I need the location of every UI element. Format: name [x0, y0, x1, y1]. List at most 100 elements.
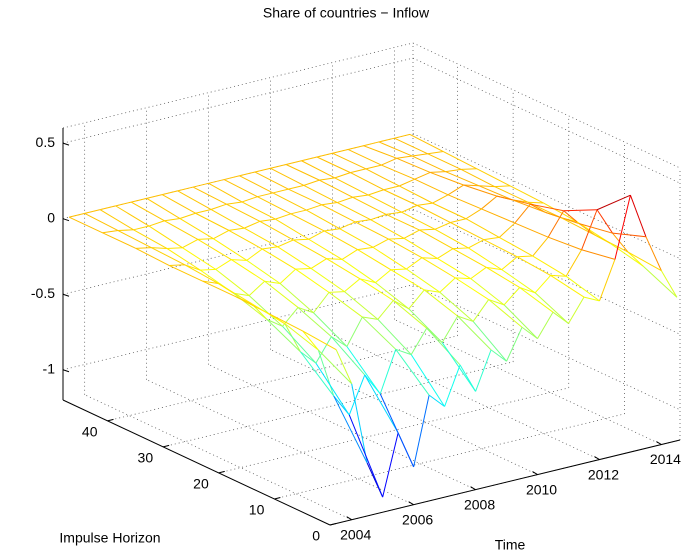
mesh-segment — [293, 238, 309, 241]
mesh-segment — [254, 167, 271, 173]
mesh-segment — [303, 179, 320, 186]
mesh-segment — [115, 205, 150, 227]
mesh-segment — [612, 232, 629, 253]
mesh-segment — [228, 229, 263, 250]
mesh-segment — [408, 289, 425, 310]
mesh-segment — [481, 208, 516, 224]
mesh-segment — [302, 330, 319, 351]
mesh-segment — [543, 202, 578, 223]
mesh-segment — [465, 208, 482, 220]
mesh-segment — [410, 327, 428, 355]
y-tick-label: 0 — [312, 528, 320, 544]
mesh-segment — [490, 349, 507, 362]
mesh-segment — [479, 185, 495, 188]
mesh-segment — [416, 204, 451, 223]
mesh-segment — [146, 197, 181, 219]
mesh-segment — [269, 313, 304, 332]
mesh-segment — [534, 275, 551, 294]
y-tick — [329, 523, 337, 526]
mesh-segment — [303, 184, 338, 203]
mesh-segment — [444, 364, 461, 407]
mesh-segment — [223, 175, 240, 181]
mesh-segment — [148, 225, 183, 249]
mesh-segment — [390, 268, 407, 271]
mesh-segment — [146, 194, 163, 199]
x-tick — [594, 456, 600, 460]
mesh-segment — [166, 248, 201, 271]
box-edge — [62, 42, 414, 129]
mesh-segment — [614, 195, 631, 260]
y-tick — [107, 418, 114, 422]
mesh-segment — [102, 232, 137, 249]
mesh-segment — [579, 223, 613, 234]
mesh-segment — [270, 164, 287, 169]
mesh-segment — [215, 268, 250, 296]
mesh-segment — [301, 160, 336, 179]
mesh-segment — [310, 258, 327, 269]
mesh-segment — [272, 192, 307, 211]
mesh-segment — [346, 346, 381, 395]
mesh-segment — [463, 184, 480, 187]
mesh-segment — [264, 280, 281, 285]
mesh-segment — [316, 156, 351, 174]
y-axis-label: Impulse Horizon — [59, 530, 160, 546]
mesh-segment — [424, 289, 440, 293]
mesh-segment — [441, 342, 476, 392]
z-tick-label: 0 — [47, 209, 55, 225]
mesh-segment — [306, 209, 340, 230]
mesh-segment — [412, 153, 428, 157]
mesh-segment — [372, 238, 389, 248]
mesh-segment — [332, 152, 367, 170]
grid-line — [62, 208, 414, 295]
mesh-segment — [337, 202, 371, 221]
mesh-segment — [300, 351, 317, 364]
mesh-segment — [503, 304, 538, 339]
mesh-segment — [561, 217, 595, 236]
mesh-segment — [514, 203, 531, 224]
mesh-segment — [182, 238, 199, 249]
mesh-segment — [372, 246, 407, 270]
mesh-segment — [200, 268, 216, 271]
mesh-segment — [414, 171, 431, 180]
mesh-segment — [248, 280, 265, 296]
mesh-segment — [447, 184, 464, 196]
mesh-segment — [184, 264, 219, 284]
mesh-segment — [443, 151, 477, 170]
mesh-segment — [306, 204, 322, 211]
mesh-segment — [313, 312, 348, 347]
mesh-segment — [499, 222, 516, 238]
mesh-segment — [421, 257, 438, 259]
mesh-segment — [324, 228, 340, 232]
grid-line — [62, 284, 414, 371]
mesh-segment — [532, 255, 567, 277]
mesh-segment — [499, 236, 533, 257]
mesh-segment — [486, 266, 502, 271]
mesh-segment — [488, 299, 505, 306]
mesh-segment — [223, 179, 258, 198]
mesh-segment — [328, 291, 345, 293]
mesh-segment — [210, 203, 227, 210]
mesh-segment — [169, 265, 203, 282]
mesh-segment — [381, 157, 398, 166]
mesh-segment — [412, 155, 446, 173]
mesh-segment — [486, 266, 520, 288]
mesh-segment — [521, 326, 538, 340]
mesh-segment — [288, 188, 322, 206]
x-tick — [532, 471, 538, 476]
mesh-segment — [334, 177, 369, 196]
mesh-segment — [341, 259, 376, 284]
mesh-segment — [241, 196, 258, 203]
mesh-segment — [257, 192, 274, 198]
mesh-segment — [359, 278, 376, 284]
x-tick-label: 2006 — [402, 511, 433, 527]
mesh-segment — [308, 230, 325, 240]
chart-title: Share of countries − Inflow — [263, 5, 430, 21]
mesh-segment — [241, 201, 276, 220]
mesh-segment — [182, 247, 217, 270]
mesh-segment — [470, 266, 487, 280]
y-tick-label: 20 — [193, 476, 209, 492]
mesh-segment — [68, 216, 103, 234]
mesh-segment — [335, 349, 353, 384]
mesh-segment — [177, 190, 212, 210]
